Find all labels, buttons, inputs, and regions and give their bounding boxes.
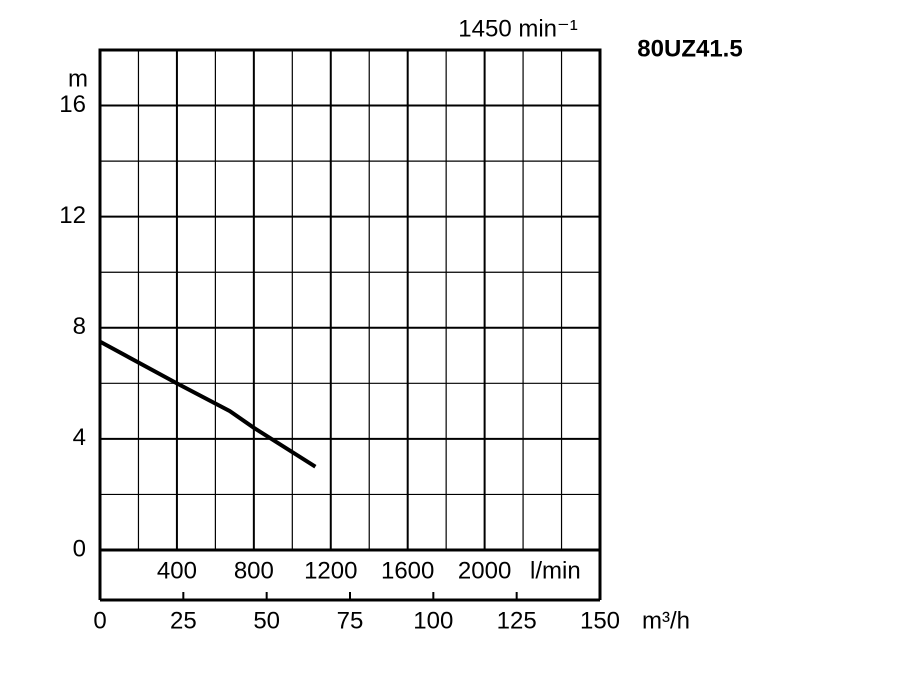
- x2-tick-label: 50: [253, 607, 280, 634]
- x-tick-label: 1200: [304, 557, 357, 584]
- plot-frame: [98, 48, 602, 552]
- x2-tick-label: 100: [413, 607, 453, 634]
- x-tick-label: 800: [234, 557, 274, 584]
- x-tick-label: 1600: [381, 557, 434, 584]
- curve: [99, 339, 317, 469]
- x2-tick-label: 75: [337, 607, 364, 634]
- y-tick-label: 16: [59, 91, 86, 118]
- x-axis-label: l/min: [530, 557, 581, 584]
- chart-title: 80UZ41.5: [637, 35, 742, 62]
- y-tick-label: 4: [73, 424, 86, 451]
- x2-tick-label: 0: [93, 607, 106, 634]
- chart-subtitle: 1450 min⁻¹: [458, 15, 577, 42]
- x2-tick-label: 125: [497, 607, 537, 634]
- x-tick-label: 2000: [458, 557, 511, 584]
- x-tick-label: 400: [157, 557, 197, 584]
- y-axis-label: m: [68, 65, 88, 92]
- x2-tick-label: 150: [580, 607, 620, 634]
- x2-tick-label: 25: [170, 607, 197, 634]
- y-tick-label: 8: [73, 313, 86, 340]
- y-tick-label: 12: [59, 202, 86, 229]
- y-tick-label: 0: [73, 535, 86, 562]
- x2-axis-label: m³/h: [642, 607, 690, 634]
